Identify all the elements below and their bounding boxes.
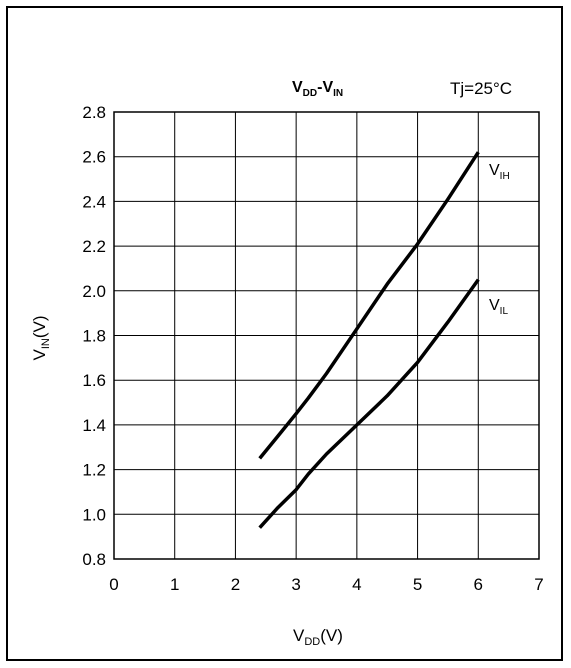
y-tick-label: 2.6 <box>82 148 106 167</box>
temperature-annotation: Tj=25°C <box>450 79 512 98</box>
y-tick-label: 1.0 <box>82 505 106 524</box>
plot-area <box>113 111 540 560</box>
y-axis-label: VIN(V) <box>30 315 52 360</box>
chart-title: VDD-VIN <box>292 79 343 99</box>
y-tick-label: 2.2 <box>82 237 106 256</box>
x-tick-label: 5 <box>413 575 422 594</box>
x-tick-label: 3 <box>291 575 300 594</box>
grid-lines <box>113 111 540 560</box>
y-tick-label: 0.8 <box>82 550 106 569</box>
series-label-vil: VIL <box>489 297 508 317</box>
x-tick-label: 7 <box>534 575 543 594</box>
y-tick-label: 1.2 <box>82 461 106 480</box>
series-line-vih <box>258 151 480 460</box>
y-tick-label: 1.4 <box>82 416 106 435</box>
chart-frame <box>6 6 563 661</box>
x-axis-label: VDD(V) <box>293 626 343 648</box>
x-tick-label: 2 <box>231 575 240 594</box>
y-tick-label: 1.6 <box>82 371 106 390</box>
x-tick-labels: 0 1 2 3 4 5 6 7 <box>109 575 543 594</box>
y-tick-labels: 0.8 1.0 1.2 1.4 1.6 1.8 2.0 2.2 2.4 2.6 2.8 <box>82 103 106 569</box>
y-tick-label: 2.4 <box>82 192 106 211</box>
x-tick-label: 6 <box>474 575 483 594</box>
series-line-vil <box>258 278 480 529</box>
x-tick-label: 0 <box>109 575 118 594</box>
x-tick-label: 1 <box>170 575 179 594</box>
series-label-vih: VIH <box>489 162 510 182</box>
y-tick-label: 2.8 <box>82 103 106 122</box>
series-group <box>258 151 480 529</box>
x-tick-label: 4 <box>352 575 361 594</box>
y-tick-label: 2.0 <box>82 282 106 301</box>
y-tick-label: 1.8 <box>82 327 106 346</box>
